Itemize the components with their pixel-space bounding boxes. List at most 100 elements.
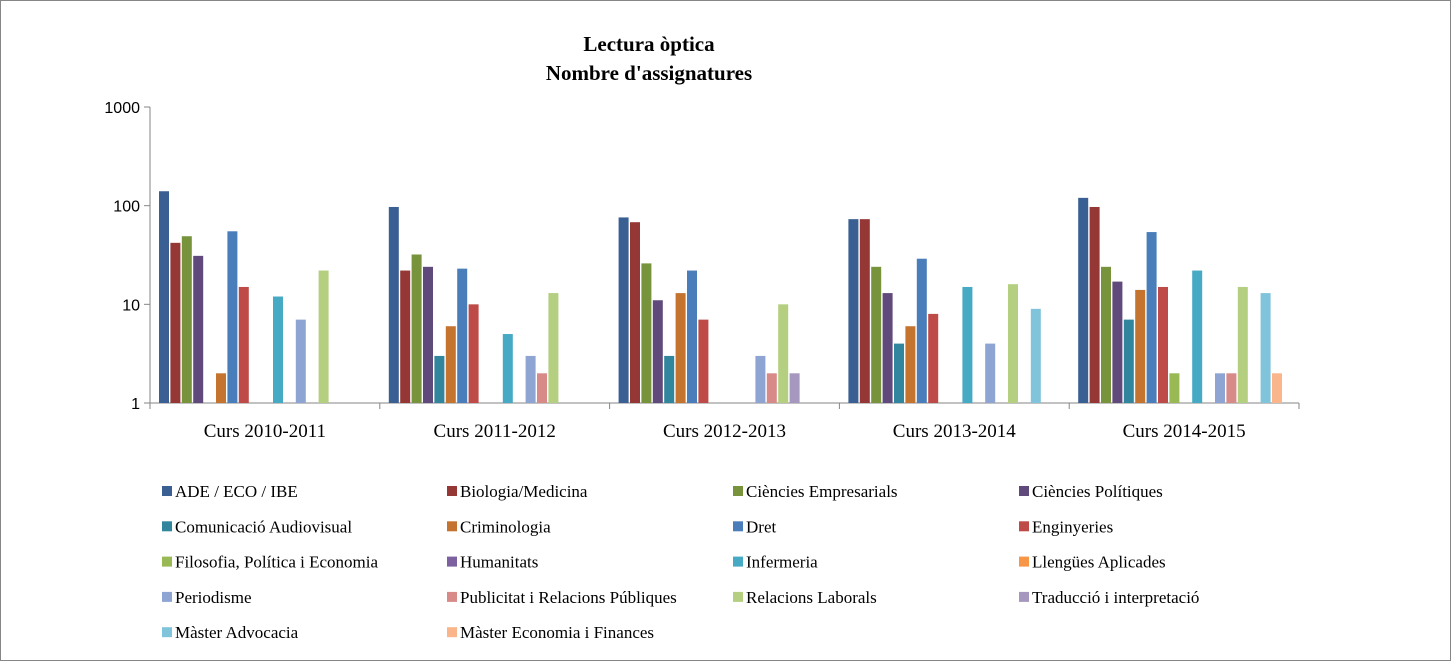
bar: [1215, 373, 1225, 403]
chart-subtitle: Nombre d'assignatures: [546, 61, 752, 85]
y-tick-label: 10: [122, 297, 140, 314]
chart-title: Lectura òptica: [583, 32, 715, 56]
bar: [273, 296, 283, 403]
bar: [295, 319, 306, 403]
bar: [985, 343, 996, 403]
bar: [238, 286, 249, 403]
bar: [871, 266, 882, 403]
legend-label: Ciències Polítiques: [1032, 482, 1163, 501]
bar: [170, 242, 181, 403]
bar: [1169, 373, 1180, 403]
x-tick-label: Curs 2012-2013: [663, 421, 786, 442]
legend-swatch: [162, 556, 172, 567]
bar: [1008, 284, 1018, 403]
bar: [1226, 373, 1237, 403]
bar: [445, 326, 456, 403]
bar: [1030, 308, 1041, 403]
bar: [548, 293, 559, 403]
bar: [1146, 232, 1157, 403]
bar: [423, 266, 433, 403]
bar: [962, 286, 973, 403]
bar: [755, 355, 766, 403]
bar: [537, 373, 547, 403]
legend-swatch: [447, 627, 457, 638]
legend-swatch: [162, 486, 172, 496]
bar: [1272, 373, 1282, 403]
legend-swatch: [447, 556, 457, 567]
bar: [1135, 289, 1146, 403]
y-tick-label: 1: [131, 396, 140, 413]
bar: [434, 355, 445, 403]
legend-swatch: [1019, 591, 1029, 602]
x-tick-label: Curs 2014-2015: [1123, 421, 1246, 442]
bar: [400, 270, 411, 403]
bar: [766, 373, 777, 403]
legend-swatch: [733, 556, 743, 567]
bar: [525, 355, 536, 403]
legend-label: Traducció i interpretació: [1032, 588, 1199, 607]
legend-label: Criminologia: [460, 517, 551, 536]
bars: [159, 191, 1282, 403]
legend-swatch: [1019, 486, 1029, 496]
bar: [1158, 286, 1168, 403]
bar: [652, 300, 663, 403]
legend-label: Comunicació Audiovisual: [175, 517, 352, 536]
bar: [411, 254, 422, 403]
bar: [216, 373, 226, 403]
bar: [457, 268, 468, 403]
bar: [1078, 197, 1089, 403]
legend-swatch: [447, 591, 457, 602]
bar: [916, 258, 927, 403]
bar: [1192, 270, 1203, 403]
bar: [159, 191, 169, 403]
legend-label: Publicitat i Relacions Públiques: [460, 588, 677, 607]
legend-swatch: [1019, 556, 1029, 567]
bar: [894, 343, 904, 403]
legend-label: Ciències Empresarials: [746, 482, 898, 501]
bar: [1237, 286, 1248, 403]
legend-label: ADE / ECO / IBE: [175, 482, 298, 501]
y-tick-label: 1000: [104, 100, 140, 117]
bar: [859, 219, 870, 403]
x-tick-label: Curs 2010-2011: [204, 421, 326, 442]
bar: [618, 217, 629, 403]
bar: [193, 255, 204, 403]
legend-swatch: [733, 486, 743, 496]
bar: [641, 263, 652, 403]
bar: [1123, 319, 1134, 403]
legend-label: Filosofia, Política i Economia: [175, 553, 378, 572]
bar: [664, 355, 675, 403]
y-tick-label: 100: [113, 199, 140, 216]
bar: [1089, 206, 1100, 403]
legend-label: Dret: [746, 517, 776, 536]
bar: [928, 313, 939, 403]
bar: [789, 373, 800, 403]
legend-label: Màster Advocacia: [175, 623, 299, 642]
bar: [905, 326, 916, 403]
axes: 1 10 100 1000 Curs 2010-2011 Curs 2011-2012 Cu…: [104, 100, 1300, 442]
bar: [778, 304, 789, 403]
legend-label: Llengües Aplicades: [1032, 553, 1166, 572]
legend: ADE / ECO / IBE Biologia/Medicina Ciències…: [162, 482, 1199, 642]
bar: [468, 304, 479, 403]
legend-swatch: [1019, 521, 1029, 532]
legend-swatch: [447, 486, 457, 496]
x-tick-label: Curs 2013-2014: [893, 421, 1016, 442]
bar: [630, 222, 640, 403]
legend-label: Humanitats: [460, 553, 538, 572]
x-tick-label: Curs 2011-2012: [434, 421, 556, 442]
bar: [698, 319, 709, 403]
bar: [318, 270, 329, 403]
bar: [675, 293, 686, 403]
legend-label: Infermeria: [746, 553, 818, 572]
bar: [388, 206, 399, 403]
legend-swatch: [733, 521, 743, 532]
legend-swatch: [447, 521, 457, 532]
bar: [687, 270, 697, 403]
legend-swatch: [733, 591, 743, 602]
legend-label: Enginyeries: [1032, 517, 1113, 536]
legend-swatch: [162, 521, 172, 532]
bar: [1260, 293, 1271, 403]
legend-swatch: [162, 627, 172, 638]
